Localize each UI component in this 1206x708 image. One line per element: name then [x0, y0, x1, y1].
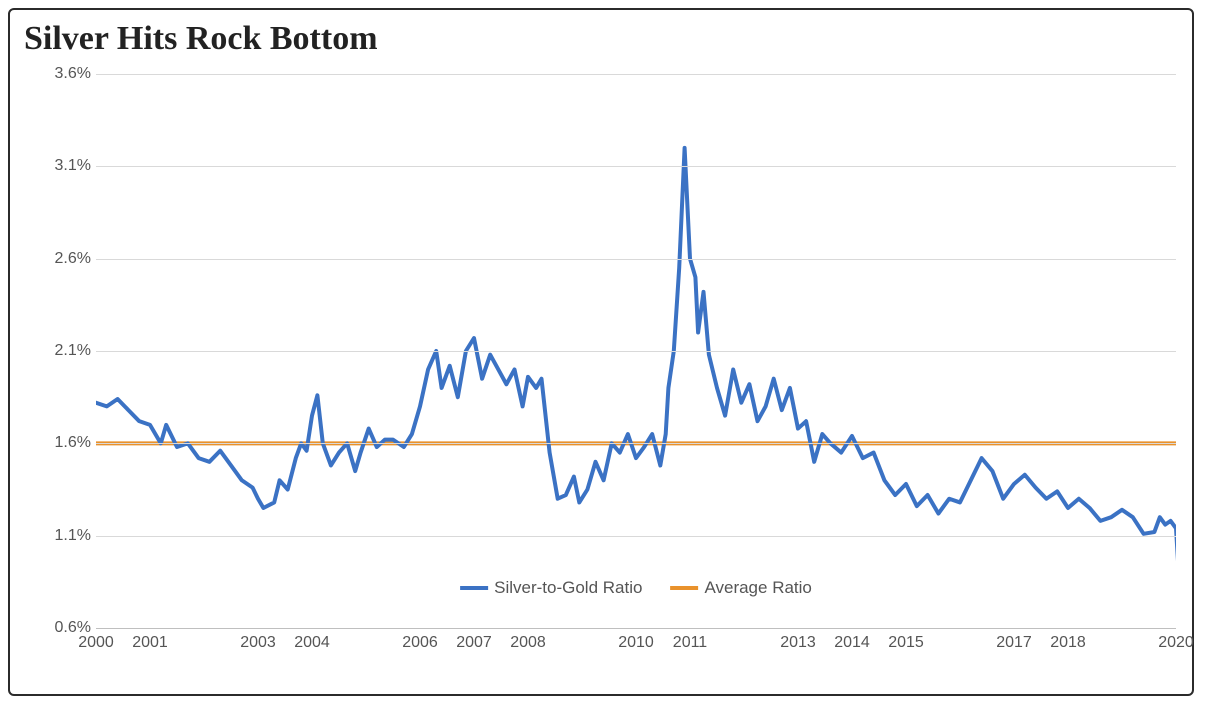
y-axis-label: 2.6%	[41, 250, 91, 268]
y-axis-label: 1.1%	[41, 527, 91, 545]
y-gridline	[96, 536, 1176, 537]
legend: Silver-to-Gold Ratio Average Ratio	[460, 578, 812, 598]
legend-label: Average Ratio	[704, 578, 811, 598]
x-axis-label: 2017	[996, 634, 1032, 652]
x-axis-label: 2000	[78, 634, 114, 652]
plot-area: Silver-to-Gold Ratio Average Ratio 0.6%1…	[96, 74, 1176, 629]
y-axis-label: 3.1%	[41, 157, 91, 175]
y-axis-label: 1.6%	[41, 434, 91, 452]
x-axis-label: 2018	[1050, 634, 1086, 652]
x-axis-label: 2006	[402, 634, 438, 652]
y-axis-label: 3.6%	[41, 65, 91, 83]
y-gridline	[96, 443, 1176, 444]
silver-to-gold-ratio-line	[96, 148, 1176, 573]
chart-frame: Silver Hits Rock Bottom Silver-to-Gold R…	[8, 8, 1194, 696]
y-gridline	[96, 166, 1176, 167]
x-axis-label: 2003	[240, 634, 276, 652]
legend-item-average: Average Ratio	[670, 578, 811, 598]
x-axis-label: 2004	[294, 634, 330, 652]
x-axis-label: 2001	[132, 634, 168, 652]
x-axis-label: 2007	[456, 634, 492, 652]
legend-label: Silver-to-Gold Ratio	[494, 578, 642, 598]
y-gridline	[96, 259, 1176, 260]
legend-item-silver-gold: Silver-to-Gold Ratio	[460, 578, 642, 598]
x-axis-label: 2010	[618, 634, 654, 652]
legend-swatch-icon	[670, 586, 698, 590]
y-gridline	[96, 351, 1176, 352]
x-axis-label: 2008	[510, 634, 546, 652]
x-axis-label: 2011	[673, 634, 707, 652]
y-axis-label: 2.1%	[41, 342, 91, 360]
y-gridline	[96, 74, 1176, 75]
x-axis-label: 2013	[780, 634, 816, 652]
x-axis-label: 2014	[834, 634, 870, 652]
x-axis-label: 2020	[1158, 634, 1194, 652]
chart-title: Silver Hits Rock Bottom	[24, 20, 378, 58]
legend-swatch-icon	[460, 586, 488, 590]
x-axis-label: 2015	[888, 634, 924, 652]
